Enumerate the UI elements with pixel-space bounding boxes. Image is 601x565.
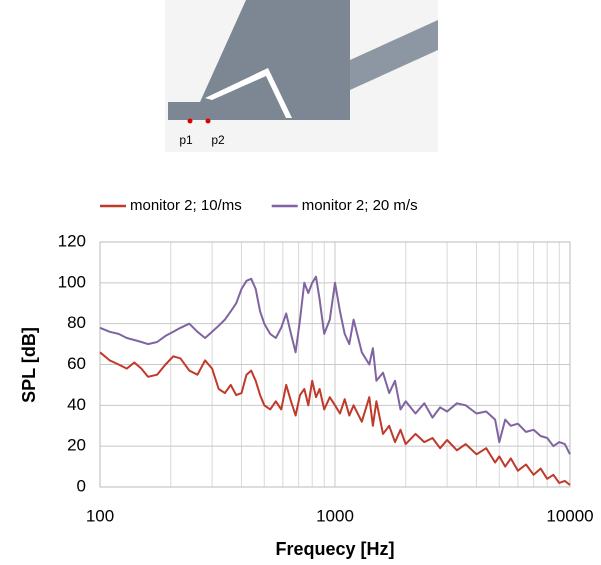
series-line [99, 275, 571, 455]
body [168, 0, 350, 120]
series-line [99, 351, 571, 486]
x-tick-label: 10000 [546, 506, 593, 525]
y-tick-label: 60 [67, 354, 86, 373]
pipe [350, 20, 438, 90]
x-tick-label: 1000 [316, 506, 354, 525]
x-tick-label: 100 [86, 506, 114, 525]
probe-label: p1 [179, 133, 193, 147]
y-tick-label: 120 [58, 231, 86, 250]
legend-label: monitor 2; 10/ms [130, 197, 242, 214]
y-tick-label: 20 [67, 436, 86, 455]
plot-frame [99, 241, 571, 488]
legend-label: monitor 2; 20 m/s [302, 197, 418, 214]
probe [187, 118, 193, 124]
y-tick-label: 80 [67, 313, 86, 332]
y-tick-label: 40 [67, 395, 86, 414]
geometry-image: p1 p2 [165, 0, 438, 152]
x-axis-title: Frequecy [Hz] [275, 539, 394, 559]
y-tick-label: 0 [77, 476, 86, 495]
probe-label: p2 [211, 133, 225, 147]
probe [205, 118, 211, 124]
y-axis-title: SPL [dB] [19, 327, 39, 403]
y-tick-label: 100 [58, 272, 86, 291]
slot [205, 68, 292, 118]
